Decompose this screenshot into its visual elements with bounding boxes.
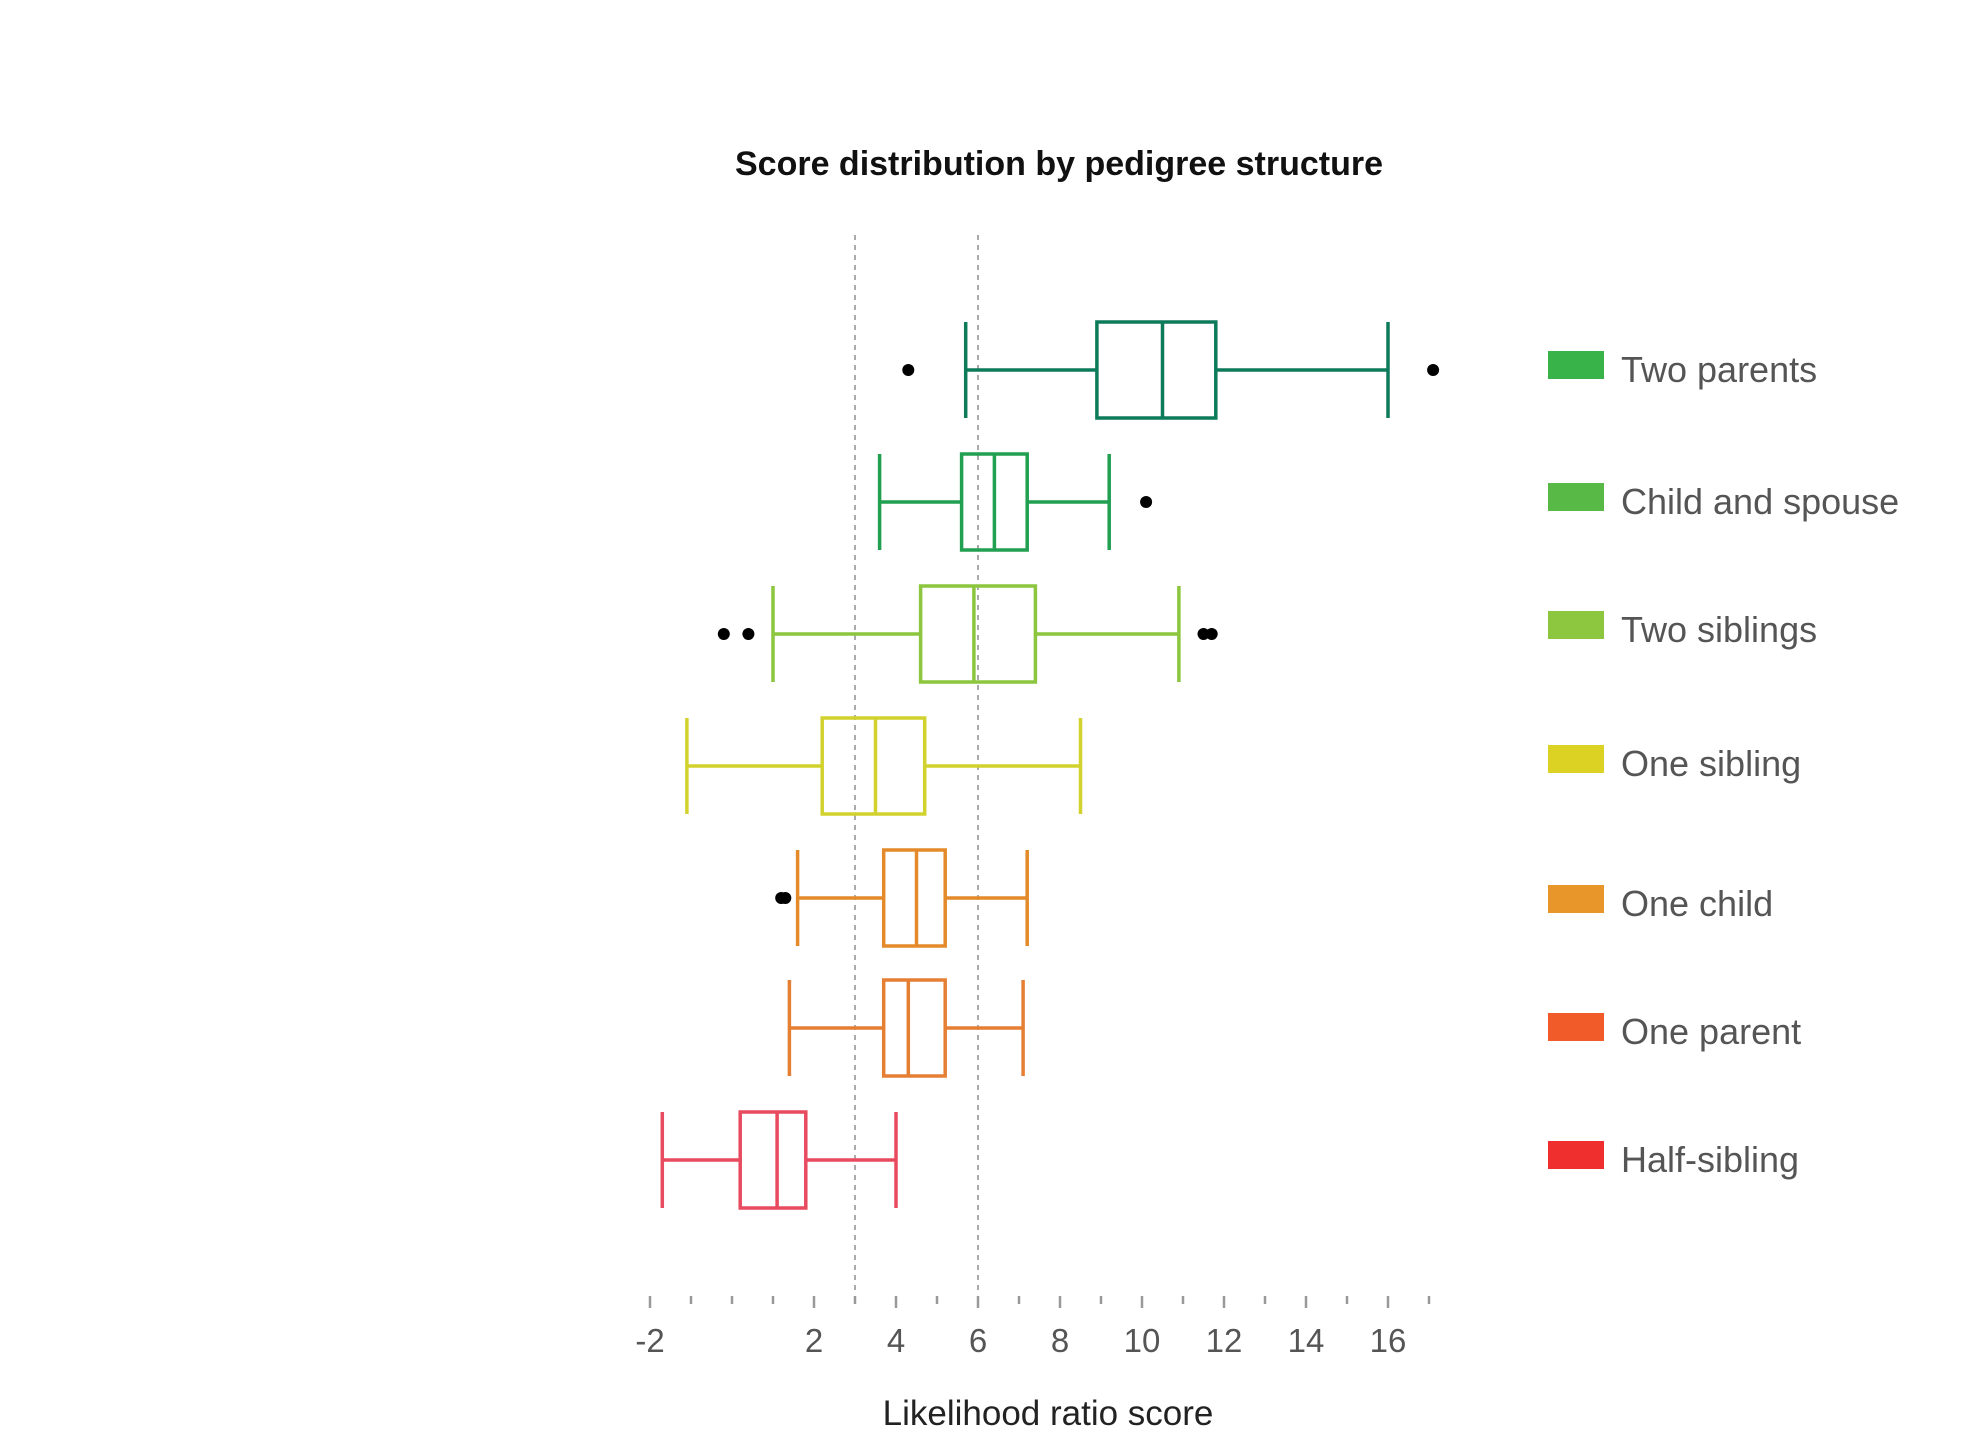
- x-axis-label: Likelihood ratio score: [883, 1394, 1214, 1433]
- legend-item-0: Two parents: [1548, 349, 1817, 390]
- boxplot-2: [717, 584, 1218, 684]
- legend-swatch: [1548, 611, 1604, 639]
- iqr-box: [881, 978, 947, 1078]
- x-tick-label-0: -2: [635, 1322, 664, 1359]
- outlier-point-1: [779, 892, 792, 904]
- legend-label: One sibling: [1621, 743, 1801, 784]
- x-axis: -2 2 4 6 8 10 12 14 16: [635, 1296, 1431, 1359]
- legend-swatch: [1548, 351, 1604, 379]
- outlier-point-0: [902, 364, 915, 376]
- legend: Two parents Child and spouse Two siblings O…: [1548, 349, 1899, 1180]
- outlier-point-3: [1205, 628, 1218, 640]
- chart-title: Score distribution by pedigree structure: [735, 145, 1383, 183]
- x-tick-label-4: 8: [1051, 1322, 1069, 1359]
- iqr-box: [738, 1110, 808, 1210]
- boxplot-5: [787, 978, 1025, 1078]
- legend-item-2: Two siblings: [1548, 609, 1817, 650]
- legend-label: Half-sibling: [1621, 1139, 1799, 1180]
- x-tick-label-1: 2: [805, 1322, 823, 1359]
- boxplot-6: [660, 1110, 898, 1210]
- legend-swatch: [1548, 885, 1604, 913]
- outlier-point-2: [1197, 628, 1210, 640]
- iqr-box: [820, 716, 927, 816]
- legend-item-1: Child and spouse: [1548, 481, 1899, 522]
- outlier-point-1: [1427, 364, 1440, 376]
- legend-item-4: One child: [1548, 883, 1773, 924]
- boxplot-3: [685, 716, 1083, 816]
- legend-item-3: One sibling: [1548, 743, 1801, 784]
- legend-item-5: One parent: [1548, 1011, 1801, 1052]
- legend-label: Two parents: [1621, 349, 1817, 390]
- x-tick-label-2: 4: [887, 1322, 905, 1359]
- x-tick-label-6: 12: [1206, 1322, 1243, 1359]
- legend-item-6: Half-sibling: [1548, 1139, 1799, 1180]
- boxplots: [660, 320, 1440, 1210]
- outlier-point-0: [717, 628, 730, 640]
- legend-swatch: [1548, 483, 1604, 511]
- boxplot-1: [877, 452, 1153, 552]
- legend-swatch: [1548, 1013, 1604, 1041]
- iqr-box: [918, 584, 1038, 684]
- iqr-box: [881, 848, 947, 948]
- boxplot-4: [775, 848, 1029, 948]
- x-tick-label-5: 10: [1124, 1322, 1161, 1359]
- x-tick-label-3: 6: [969, 1322, 987, 1359]
- boxplot-0: [902, 320, 1440, 420]
- legend-swatch: [1548, 745, 1604, 773]
- outlier-point-0: [1140, 496, 1153, 508]
- reference-lines: [854, 235, 979, 1290]
- legend-label: Two siblings: [1621, 609, 1817, 650]
- outlier-point-1: [742, 628, 755, 640]
- legend-swatch: [1548, 1141, 1604, 1169]
- x-tick-label-7: 14: [1288, 1322, 1325, 1359]
- iqr-box: [1095, 320, 1218, 420]
- legend-label: One child: [1621, 883, 1773, 924]
- legend-label: One parent: [1621, 1011, 1801, 1052]
- legend-label: Child and spouse: [1621, 481, 1899, 522]
- x-tick-label-8: 16: [1370, 1322, 1407, 1359]
